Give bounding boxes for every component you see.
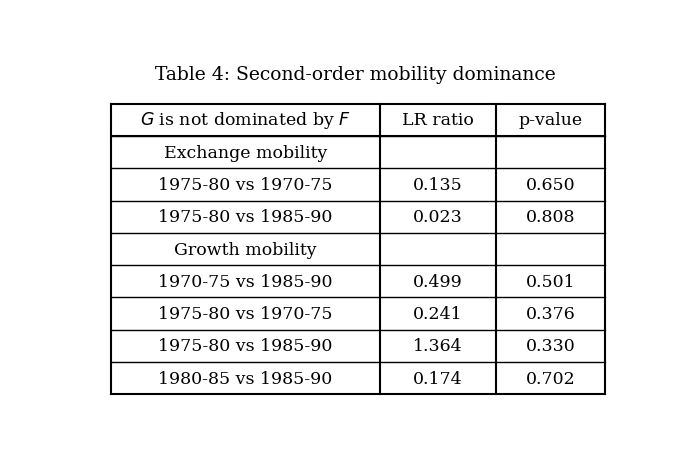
Text: $G$ is not dominated by $F$: $G$ is not dominated by $F$ — [140, 110, 351, 131]
Text: 0.330: 0.330 — [526, 337, 575, 354]
Text: 0.135: 0.135 — [413, 177, 463, 194]
Text: 0.241: 0.241 — [413, 305, 463, 322]
Text: Exchange mobility: Exchange mobility — [164, 145, 327, 162]
Text: 1.364: 1.364 — [413, 337, 463, 354]
Text: 1975-80 vs 1970-75: 1975-80 vs 1970-75 — [158, 305, 333, 322]
Text: 0.174: 0.174 — [413, 370, 463, 387]
Text: 1975-80 vs 1985-90: 1975-80 vs 1985-90 — [158, 209, 333, 226]
Text: 1975-80 vs 1970-75: 1975-80 vs 1970-75 — [158, 177, 333, 194]
Text: p-value: p-value — [518, 112, 583, 129]
Text: 0.376: 0.376 — [526, 305, 575, 322]
Text: 0.023: 0.023 — [413, 209, 463, 226]
Text: 0.501: 0.501 — [526, 273, 575, 290]
Text: Growth mobility: Growth mobility — [174, 241, 317, 258]
Text: LR ratio: LR ratio — [402, 112, 474, 129]
Text: 1970-75 vs 1985-90: 1970-75 vs 1985-90 — [158, 273, 333, 290]
Text: 0.499: 0.499 — [413, 273, 463, 290]
Text: 0.808: 0.808 — [526, 209, 575, 226]
Text: 1975-80 vs 1985-90: 1975-80 vs 1985-90 — [158, 337, 333, 354]
Text: 0.650: 0.650 — [526, 177, 575, 194]
Text: Table 4: Second-order mobility dominance: Table 4: Second-order mobility dominance — [155, 66, 556, 84]
Text: 1980-85 vs 1985-90: 1980-85 vs 1985-90 — [158, 370, 333, 387]
Text: 0.702: 0.702 — [526, 370, 575, 387]
